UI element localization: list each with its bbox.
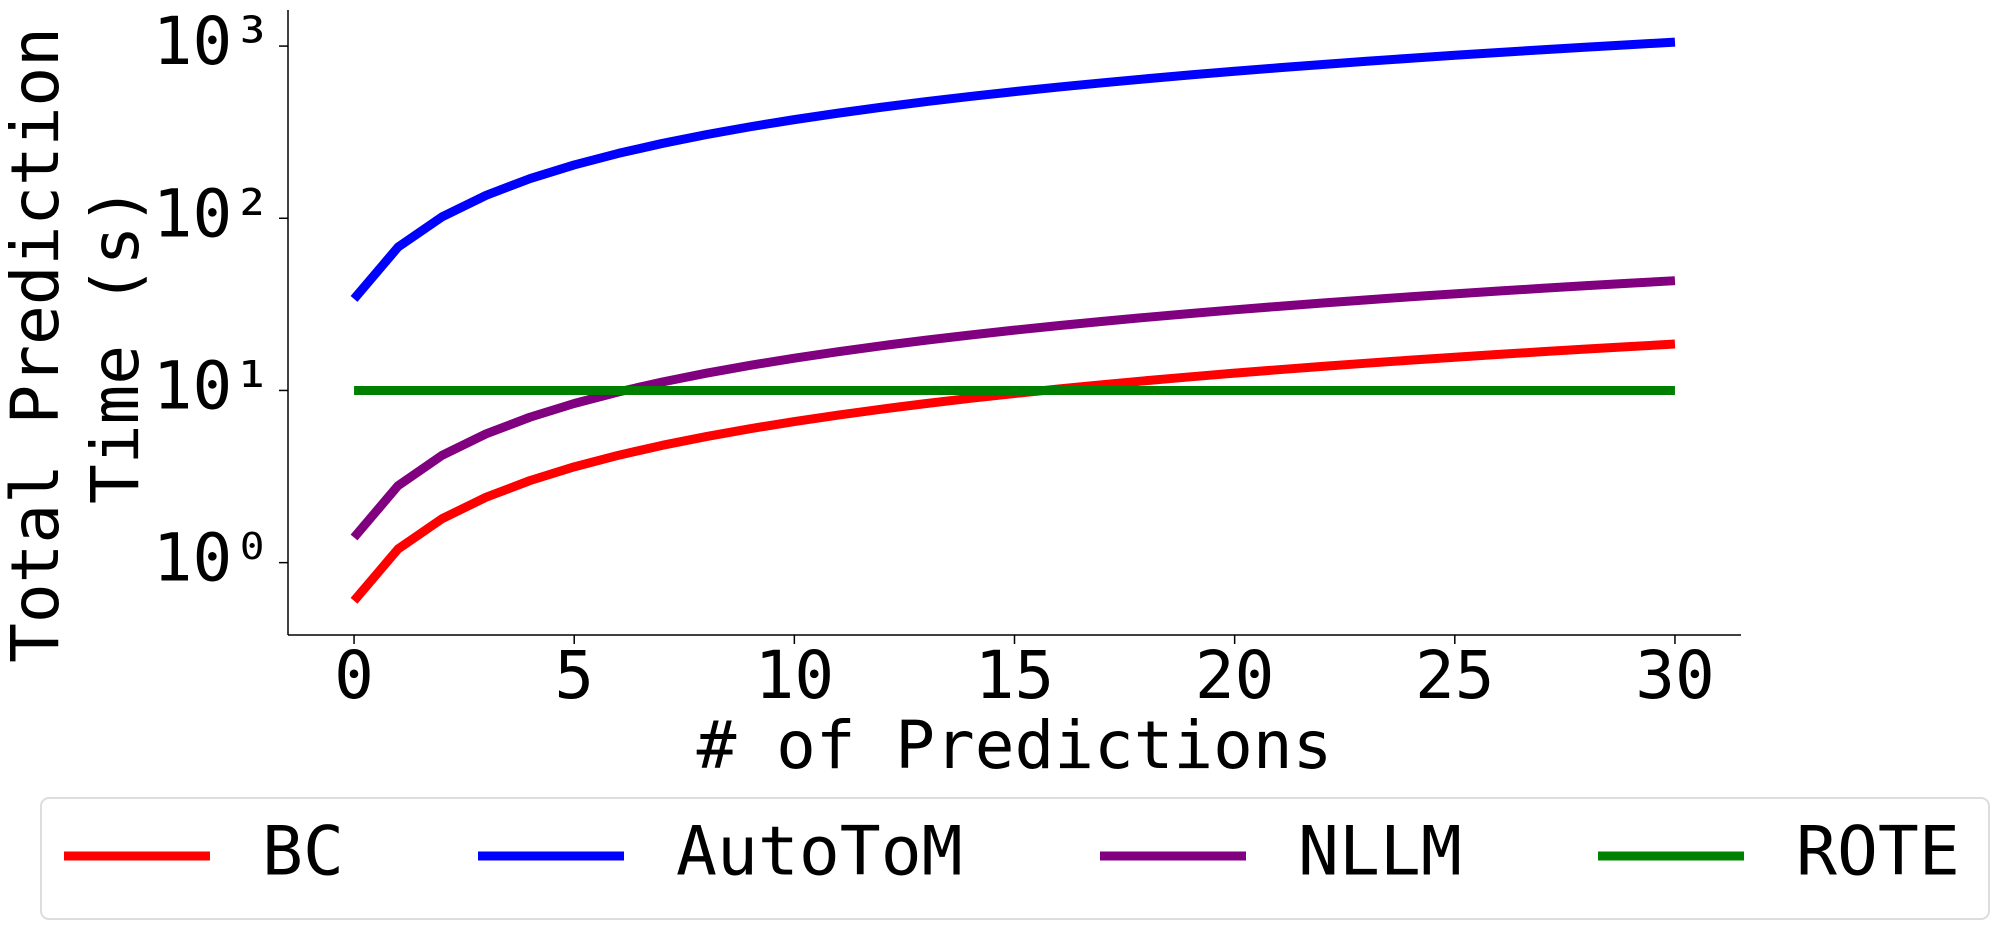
y-axis-label: Total Prediction [0,27,74,663]
y-tick-label: 10³ [153,3,272,80]
x-tick-label: 20 [1195,637,1274,714]
y-tick-label: 10⁰ [153,520,272,597]
series-line [350,37,1676,302]
y-tick-label: 10² [153,175,272,252]
x-tick-label: 10 [755,637,834,714]
legend-label: BC [262,813,344,892]
x-tick-label: 15 [975,637,1054,714]
series-line [350,276,1676,541]
x-tick-label: 30 [1635,637,1714,714]
series-line [350,339,1676,604]
legend-box [40,797,1990,920]
legend-label: ROTE [1796,813,1960,892]
legend-label: NLLM [1298,813,1462,892]
x-tick-label: 25 [1415,637,1494,714]
y-axis-label: Time (s) [77,186,154,504]
x-tick-label: 5 [554,637,594,714]
x-axis-label: # of Predictions [697,707,1333,784]
x-tick-label: 0 [334,637,374,714]
y-tick-label: 10¹ [153,348,272,425]
legend-label: AutoToM [676,813,963,892]
